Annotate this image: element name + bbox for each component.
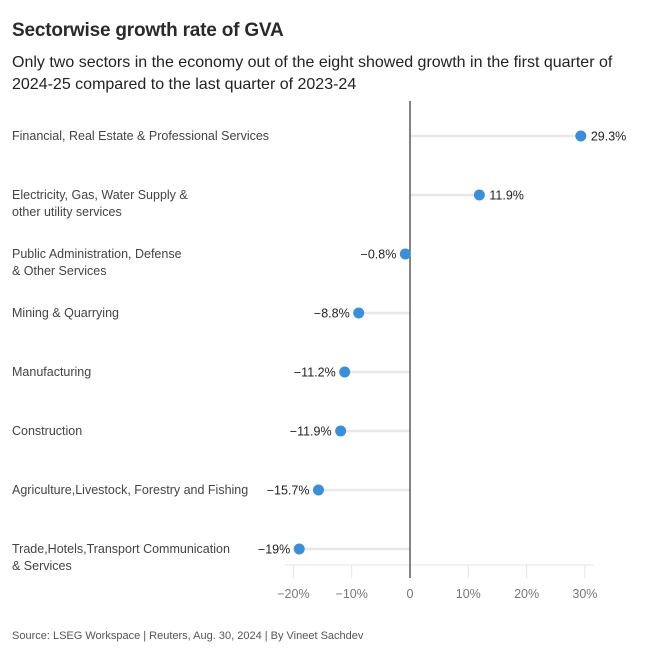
data-point[interactable] [399,248,411,260]
category-label: Mining & Quarrying [12,306,119,320]
value-label: −0.8% [361,248,397,262]
value-label: −15.7% [267,484,310,498]
value-label: 11.9% [489,189,524,203]
data-point[interactable] [575,130,587,142]
data-point[interactable] [473,189,485,201]
data-point[interactable] [293,543,305,555]
x-tick-label: 30% [572,587,597,601]
category-label: Public Administration, Defense [12,247,182,261]
category-label: & Services [12,559,72,573]
data-point[interactable] [339,366,351,378]
x-tick-label: 10% [456,587,481,601]
category-label: Financial, Real Estate & Professional Se… [12,129,269,143]
x-tick-label: −10% [336,587,368,601]
value-label: −19% [258,543,290,557]
category-label: Manufacturing [12,365,91,379]
value-label: −11.2% [294,366,336,380]
x-tick-label: 0 [407,587,414,601]
data-point[interactable] [312,484,324,496]
category-label: other utility services [12,205,122,219]
category-label: Construction [12,424,82,438]
category-label: Agriculture,Livestock, Forestry and Fish… [12,483,248,497]
category-label: Trade,Hotels,Transport Communication [12,542,230,556]
chart-title: Sectorwise growth rate of GVA [12,20,284,41]
category-label: Electricity, Gas, Water Supply & [12,188,188,202]
x-tick-label: 20% [514,587,539,601]
source-note: Source: LSEG Workspace | Reuters, Aug. 3… [12,630,364,642]
value-label: −8.8% [314,307,350,321]
chart-subtitle: Only two sectors in the economy out of t… [12,54,613,93]
data-point[interactable] [335,425,347,437]
x-tick-label: −20% [277,587,309,601]
value-label: 29.3% [591,130,626,144]
category-label: & Other Services [12,264,106,278]
data-point[interactable] [353,307,365,319]
value-label: −11.9% [290,425,332,439]
